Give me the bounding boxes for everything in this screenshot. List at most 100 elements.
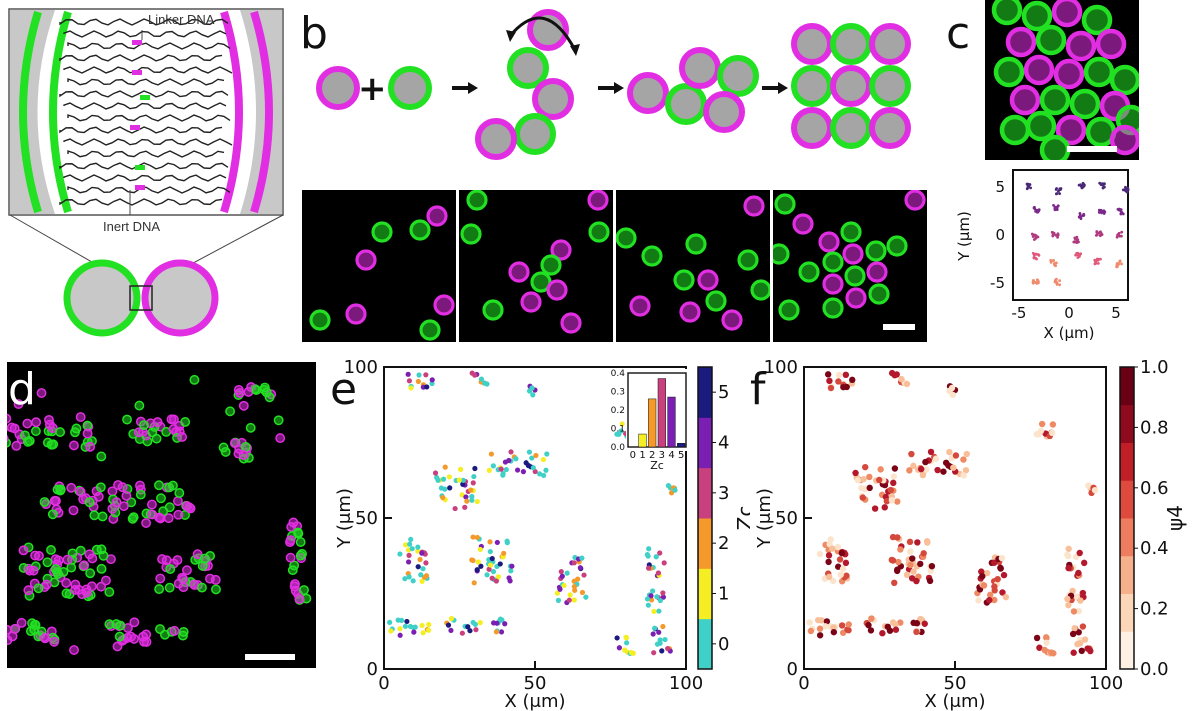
dna-strand: [59, 90, 229, 98]
particle: [355, 249, 377, 271]
particle-point: [913, 577, 920, 585]
particle: [822, 297, 844, 319]
particle: [133, 427, 144, 438]
particle-point: [834, 563, 842, 570]
trajectory-point: [1075, 251, 1079, 255]
tick-label: 5: [995, 178, 1005, 196]
particle-point: [898, 375, 905, 383]
trajectory-point: [1115, 235, 1119, 239]
particle: [155, 573, 166, 584]
particle: [24, 565, 35, 576]
particle: [31, 417, 42, 428]
particle: [886, 235, 908, 257]
particle: [141, 629, 152, 640]
particle: [118, 501, 129, 512]
particle-point: [888, 369, 896, 377]
particle-point: [423, 372, 429, 378]
particle: [197, 582, 207, 593]
inset-y-tick-label: 0.0: [611, 443, 626, 453]
colorbar-tick-label: 5: [718, 382, 729, 403]
particle-point: [532, 468, 538, 475]
particle: [245, 422, 256, 433]
particle: [818, 231, 840, 253]
particle-point: [913, 628, 920, 636]
particle-point: [440, 494, 446, 501]
trajectory-point: [1124, 185, 1127, 189]
particle-point: [490, 568, 497, 575]
particle-point: [858, 484, 865, 492]
particle-point: [986, 596, 993, 604]
particle: [993, 56, 1025, 88]
particle-point: [816, 632, 824, 639]
particle-point: [387, 619, 393, 626]
particle: [1069, 88, 1101, 120]
particle-point: [388, 628, 394, 634]
particle-point: [1064, 551, 1071, 558]
particle-point: [402, 576, 408, 582]
trajectory-point: [1115, 262, 1119, 266]
trajectory-point: [1031, 251, 1035, 255]
particle-point: [1084, 645, 1091, 652]
particle: [1039, 134, 1071, 166]
particle-point: [502, 459, 509, 465]
particle-point: [1074, 640, 1081, 648]
particle-point: [942, 459, 950, 466]
particle-point: [1080, 559, 1088, 567]
trajectory-point: [1052, 232, 1056, 236]
particle-point: [421, 574, 428, 580]
particle-point: [426, 621, 432, 628]
inset-bar: [648, 398, 657, 448]
particle: [41, 579, 52, 590]
y-tick-label: 50: [775, 508, 798, 529]
particle-point: [523, 460, 529, 466]
particle-point: [888, 497, 896, 504]
particle-point: [460, 481, 466, 487]
particle-point: [932, 455, 940, 462]
particle: [96, 581, 107, 592]
particle-point: [845, 621, 852, 628]
particle: [225, 406, 236, 417]
particle: [95, 482, 106, 493]
particle-point: [994, 575, 1001, 583]
particle: [1109, 64, 1141, 96]
trajectory-point: [1059, 187, 1063, 190]
particle-point: [894, 498, 901, 505]
particle-point: [440, 476, 447, 482]
colorbar-frame: [1119, 366, 1135, 670]
particle-point: [579, 555, 585, 561]
particle-point: [654, 594, 660, 600]
particle: [673, 269, 695, 291]
particle: [1035, 24, 1067, 56]
trajectory-point: [1054, 264, 1057, 268]
particle-point: [657, 550, 663, 556]
particle-point: [487, 548, 493, 555]
particle: [85, 441, 96, 452]
particle: [792, 213, 814, 235]
particle: [234, 388, 245, 398]
particle-point: [566, 597, 572, 603]
particle-point: [889, 557, 897, 564]
particle-point: [921, 620, 928, 627]
particle-point: [438, 485, 444, 491]
colorbar-segment: [698, 518, 712, 569]
particle: [2, 635, 13, 646]
particle-point: [876, 476, 883, 484]
trajectory-point: [1119, 234, 1123, 238]
particle-point: [448, 627, 454, 634]
trajectory-point: [1099, 182, 1103, 186]
trajectory-point: [1097, 211, 1101, 214]
x-tick-label: 100: [669, 673, 703, 694]
particle-point: [651, 608, 657, 615]
particle-point: [892, 626, 900, 633]
particle-point: [979, 573, 986, 580]
particle-point: [411, 629, 417, 635]
particle-point: [906, 538, 914, 546]
x-tick-label: 50: [524, 673, 547, 694]
trajectory-point: [1035, 252, 1038, 256]
particle: [177, 432, 188, 442]
trajectory-point: [1055, 282, 1059, 286]
particle-point: [923, 537, 931, 545]
dna-strand: [59, 54, 223, 62]
particle-point: [630, 650, 636, 656]
particle-point: [962, 467, 970, 474]
